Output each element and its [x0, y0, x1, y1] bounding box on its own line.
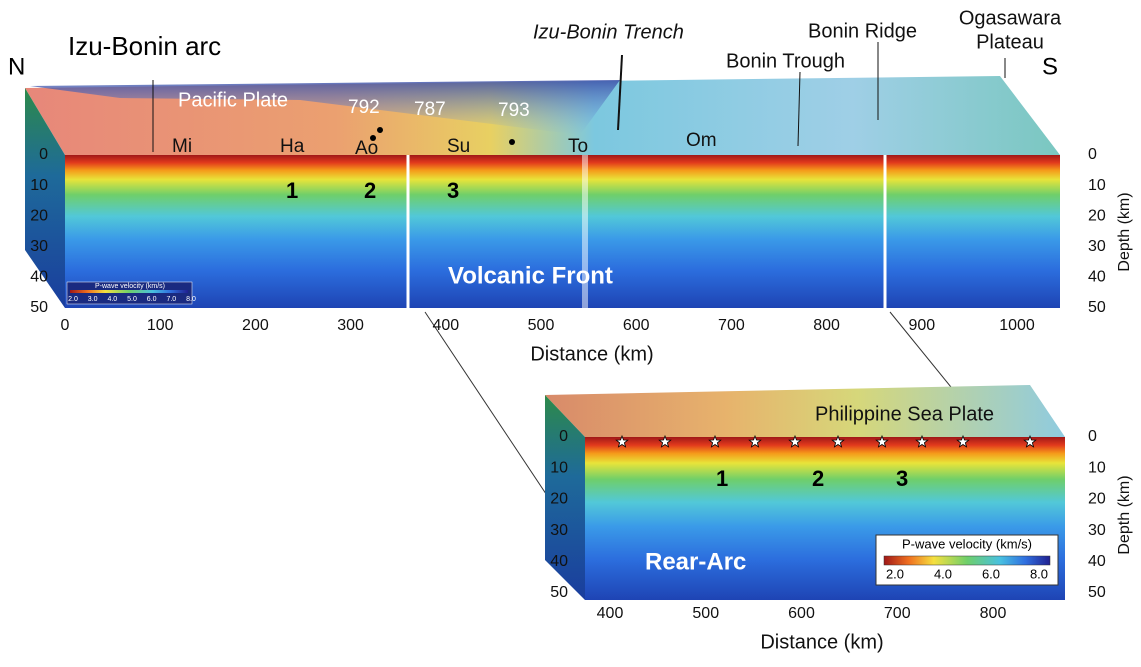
x-axis-label: Distance (km) [530, 343, 653, 365]
site-dot [377, 127, 383, 133]
y-tick-label: 20 [1088, 491, 1106, 508]
legend-tick: 6.0 [147, 296, 157, 303]
y-tick-label: 40 [550, 553, 568, 570]
site: 787 [414, 99, 446, 120]
y-tick-label: 50 [30, 299, 48, 316]
legend-tick: 2.0 [886, 566, 904, 581]
legend-tick: 5.0 [127, 296, 137, 303]
x-tick-label: 300 [337, 317, 364, 334]
y-tick-label: 0 [1088, 428, 1097, 445]
legend-tick: 7.0 [166, 296, 176, 303]
plate: Pacific Plate [178, 89, 288, 111]
segment: 1 [286, 178, 298, 203]
y-tick-label: 10 [30, 177, 48, 194]
legend-tick: 8.0 [1030, 566, 1048, 581]
x-tick-label: 100 [147, 317, 174, 334]
x-tick-label: 400 [432, 317, 459, 334]
y-tick-label: 40 [1088, 269, 1106, 286]
ridge: Bonin Ridge [808, 20, 917, 42]
figure: P-wave velocity (km/s) 2.0 3.0 4.0 5.0 6.0 7.0… [0, 0, 1141, 662]
site: 793 [498, 100, 530, 121]
y-axis-label: Depth (km) [1116, 192, 1133, 271]
x-tick-label: 600 [623, 317, 650, 334]
y-axis-label: Depth (km) [1116, 475, 1133, 554]
plateau: Plateau [976, 31, 1044, 53]
x-tick-label: 500 [528, 317, 555, 334]
site: 792 [348, 97, 380, 118]
segment: 2 [364, 178, 376, 203]
x-tick-label: 1000 [999, 317, 1035, 334]
colorbar [884, 556, 1050, 565]
plateau: Ogasawara [959, 7, 1062, 29]
y-tick-label: 0 [39, 146, 48, 163]
title: Izu-Bonin arc [68, 31, 221, 61]
y-tick-label: 20 [550, 491, 568, 508]
y-tick-label: 30 [550, 522, 568, 539]
y-tick-label: 10 [550, 459, 568, 476]
y-tick-label: 50 [1088, 584, 1106, 601]
y-tick-label: 30 [30, 238, 48, 255]
x-tick-label: 200 [242, 317, 269, 334]
y-tick-label: 0 [559, 428, 568, 445]
x-tick-label: 800 [813, 317, 840, 334]
x-tick-label: 500 [692, 605, 719, 622]
front-label: Volcanic Front [448, 262, 613, 289]
volcano: Ha [280, 136, 305, 157]
volcano: Mi [172, 136, 192, 157]
legend-title: P-wave velocity (km/s) [95, 283, 165, 290]
x-tick-label: 400 [597, 605, 624, 622]
north: N [8, 53, 25, 80]
y-tick-label: 40 [1088, 553, 1106, 570]
site-dot [509, 139, 515, 145]
volcano: Su [447, 136, 470, 157]
y-tick-label: 50 [1088, 299, 1106, 316]
legend-tick: 8.0 [186, 296, 196, 303]
y-tick-label: 30 [1088, 522, 1106, 539]
segment: 3 [896, 466, 908, 491]
x-tick-label: 600 [788, 605, 815, 622]
y-tick-label: 20 [1088, 207, 1106, 224]
colorbar [70, 290, 188, 293]
plate: Philippine Sea Plate [815, 403, 994, 425]
trough: Bonin Trough [726, 50, 845, 72]
region-label: Rear-Arc [645, 548, 746, 575]
x-tick-label: 900 [908, 317, 935, 334]
legend-tick: 6.0 [982, 566, 1000, 581]
legend-tick: 2.0 [68, 296, 78, 303]
x-tick-label: 800 [980, 605, 1007, 622]
segment: 2 [812, 466, 824, 491]
y-tick-label: 40 [30, 269, 48, 286]
legend-title: P-wave velocity (km/s) [902, 536, 1032, 551]
legend-tick: 3.0 [88, 296, 98, 303]
x-tick-label: 0 [61, 317, 70, 334]
volcano: Ao [355, 138, 378, 159]
legend-tick: 4.0 [107, 296, 117, 303]
y-tick-label: 0 [1088, 146, 1097, 163]
y-tick-label: 30 [1088, 238, 1106, 255]
y-tick-label: 50 [550, 584, 568, 601]
volcano: To [568, 136, 588, 157]
x-tick-label: 700 [884, 605, 911, 622]
x-tick-label: 700 [718, 317, 745, 334]
south: S [1042, 53, 1058, 80]
segment: 3 [447, 178, 459, 203]
volcano: Om [686, 130, 717, 151]
x-axis-label: Distance (km) [760, 631, 883, 653]
y-tick-label: 10 [1088, 459, 1106, 476]
legend-tick: 4.0 [934, 566, 952, 581]
segment: 1 [716, 466, 728, 491]
y-tick-label: 10 [1088, 177, 1106, 194]
y-tick-label: 20 [30, 207, 48, 224]
trench: Izu-Bonin Trench [533, 21, 684, 43]
